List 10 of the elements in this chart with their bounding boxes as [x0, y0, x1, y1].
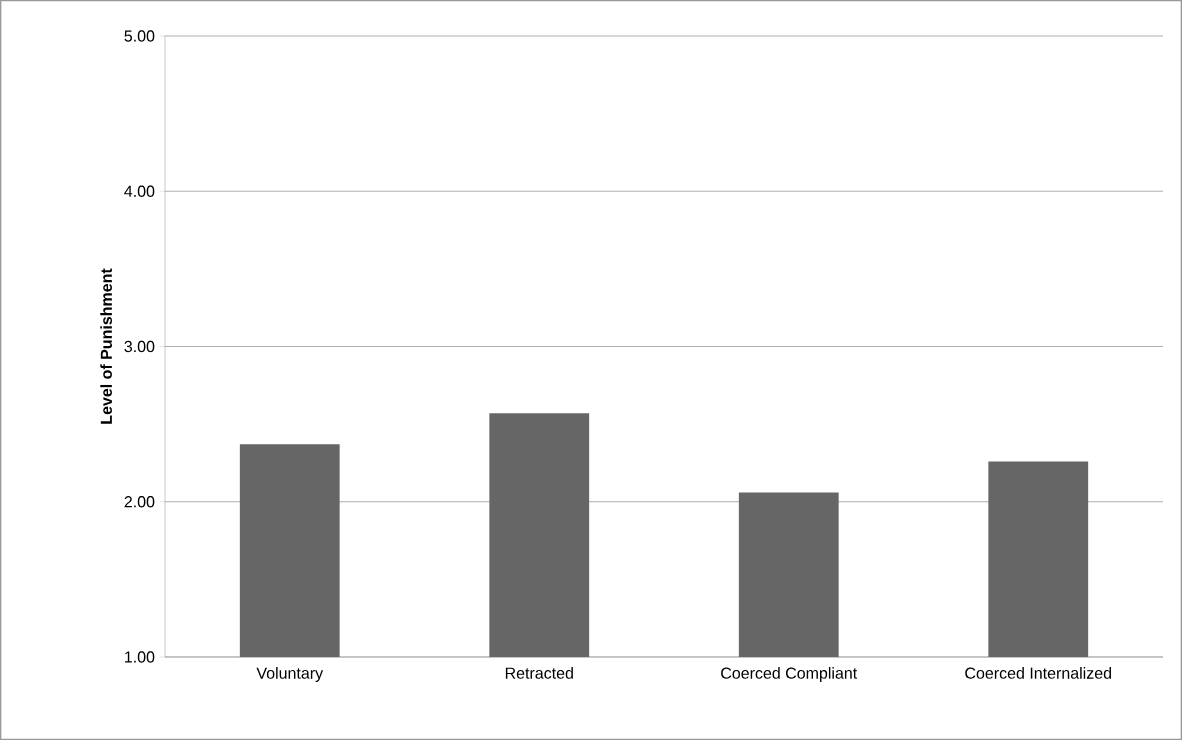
- x-tick-label: Coerced Compliant: [721, 667, 858, 682]
- y-tick-label: 4.00: [124, 185, 155, 197]
- y-axis-title: Level of Punishment: [100, 268, 112, 424]
- y-tick-label: 3.00: [124, 340, 155, 353]
- x-tick-label: Coerced Internalized: [965, 667, 1111, 679]
- y-tick-label: 1.00: [125, 651, 155, 663]
- y-tick-label: 2.00: [124, 496, 155, 508]
- x-tick-label: Retracted: [505, 667, 573, 679]
- y-tick-label: 5.00: [124, 30, 155, 42]
- x-tick-label: Voluntary: [256, 667, 324, 682]
